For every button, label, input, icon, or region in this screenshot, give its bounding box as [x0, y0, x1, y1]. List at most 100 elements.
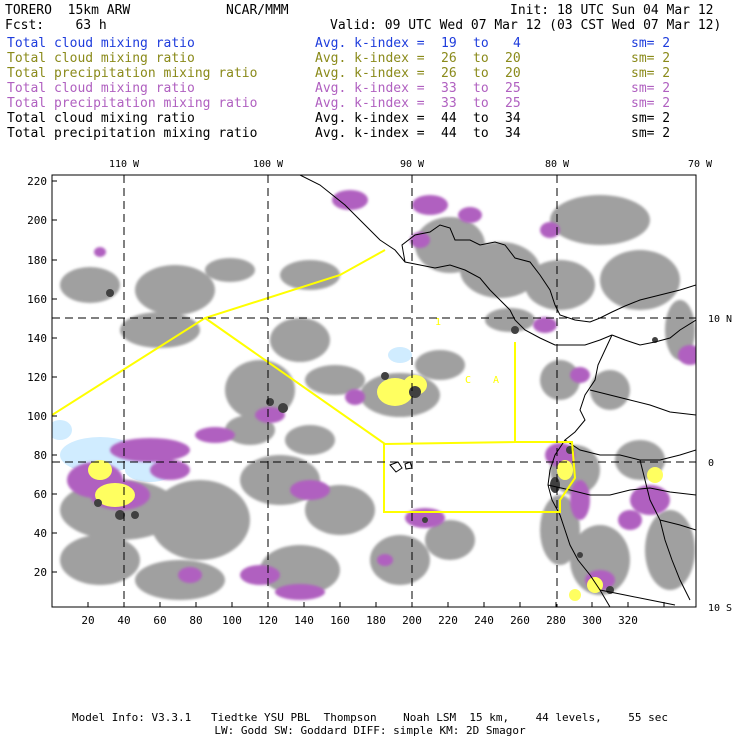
svg-text:1: 1: [435, 317, 441, 328]
x-tick-label: 240: [474, 614, 494, 627]
y-tick-label: 140: [27, 332, 47, 345]
legend-field: Total precipitation mixing ratio: [7, 126, 258, 141]
legend-to: to: [473, 66, 489, 81]
physics-info: LW: Godd SW: Goddard DIFF: simple KM: 2D…: [214, 724, 526, 737]
legend-k2: 25: [505, 81, 521, 96]
legend-avg: Avg. k-index =: [315, 111, 425, 126]
init-time: Init: 18 UTC Sun 04 Mar 12: [510, 3, 714, 18]
axis-ticks: [52, 180, 665, 607]
y-tick-label: 180: [27, 254, 47, 267]
x-tick-label: 160: [330, 614, 350, 627]
x-tick-label: 100: [222, 614, 242, 627]
y-tick-label: 200: [27, 214, 47, 227]
legend-avg: Avg. k-index =: [315, 126, 425, 141]
svg-text:C: C: [465, 375, 471, 386]
lon-labels: 110 W 100 W 90 W 80 W 70 W: [109, 159, 713, 170]
lon-label: 70 W: [688, 159, 713, 170]
legend-row: Total cloud mixing ratio Avg. k-index = …: [7, 111, 733, 126]
precip-yellow-layer: [88, 375, 663, 601]
legend-sm: sm= 2: [631, 96, 671, 111]
legend-k1: 26: [441, 66, 457, 81]
x-tick-label: 20: [81, 614, 94, 627]
legend-sm: sm= 2: [631, 66, 671, 81]
x-tick-label: 80: [189, 614, 202, 627]
legend-field: Total cloud mixing ratio: [7, 51, 195, 66]
lon-label: 110 W: [109, 159, 140, 170]
legend-avg: Avg. k-index =: [315, 81, 425, 96]
y-tick-label: 220: [27, 175, 47, 188]
legend-k2: 34: [505, 111, 521, 126]
legend-k2: 25: [505, 96, 521, 111]
legend-row: Total cloud mixing ratio Avg. k-index = …: [7, 36, 733, 51]
legend-k2: 20: [505, 51, 521, 66]
coastlines: [299, 175, 696, 607]
legend-to: to: [473, 81, 489, 96]
y-tick-label: 100: [27, 410, 47, 423]
domain-boundaries: [52, 249, 577, 513]
lat-label: 10 N: [708, 314, 732, 325]
forecast-hour: Fcst: 63 h: [5, 18, 107, 33]
legend-row: Total precipitation mixing ratio Avg. k-…: [7, 126, 733, 141]
x-tick-label: 200: [402, 614, 422, 627]
x-tick-label: 140: [294, 614, 314, 627]
svg-text:A: A: [493, 375, 499, 386]
legend-field: Total cloud mixing ratio: [7, 81, 195, 96]
legend-row: Total cloud mixing ratio Avg. k-index = …: [7, 81, 733, 96]
x-tick-label: 280: [546, 614, 566, 627]
legend-to: to: [473, 126, 489, 141]
legend-k2: 34: [505, 126, 521, 141]
x-tick-label: 300: [582, 614, 602, 627]
model-title: TORERO 15km ARW: [5, 3, 131, 18]
x-tick-label: 180: [366, 614, 386, 627]
lon-label: 80 W: [545, 159, 570, 170]
x-tick-label: 60: [153, 614, 166, 627]
domain-markers: 1 C A: [435, 317, 499, 386]
lat-lon-grid: [52, 175, 696, 607]
legend-k2: 20: [505, 66, 521, 81]
valid-time: Valid: 09 UTC Wed 07 Mar 12 (03 CST Wed …: [330, 18, 722, 33]
model-info: Model Info: V3.3.1 Tiedtke YSU PBL Thomp…: [71, 711, 669, 724]
legend-sm: sm= 2: [631, 126, 671, 141]
y-tick-label: 60: [34, 488, 47, 501]
organization: NCAR/MMM: [226, 3, 289, 18]
legend-to: to: [473, 111, 489, 126]
y-tick-label: 20: [34, 566, 47, 579]
legend-avg: Avg. k-index =: [315, 51, 425, 66]
legend-avg: Avg. k-index =: [315, 96, 425, 111]
legend-row: Total cloud mixing ratio Avg. k-index = …: [7, 51, 733, 66]
lon-label: 100 W: [253, 159, 284, 170]
map-frame: [51, 174, 697, 608]
legend-to: to: [473, 96, 489, 111]
y-tick-label: 40: [34, 527, 47, 540]
legend-row: Total precipitation mixing ratio Avg. k-…: [7, 66, 733, 81]
legend-k1: 19: [441, 36, 457, 51]
legend-sm: sm= 2: [631, 111, 671, 126]
lon-label: 90 W: [400, 159, 425, 170]
y-tick-label: 120: [27, 371, 47, 384]
x-index-labels: 20 40 60 80 100 120 140 160 180 200 220 …: [81, 614, 638, 627]
legend-to: to: [473, 51, 489, 66]
legend-k1: 33: [441, 81, 457, 96]
legend-avg: Avg. k-index =: [315, 66, 425, 81]
x-tick-label: 220: [438, 614, 458, 627]
x-tick-label: 320: [618, 614, 638, 627]
legend-k1: 26: [441, 51, 457, 66]
legend-field: Total cloud mixing ratio: [7, 36, 195, 51]
legend-k2: 4: [513, 36, 521, 51]
x-tick-label: 260: [510, 614, 530, 627]
legend-field: Total cloud mixing ratio: [7, 111, 195, 126]
legend-sm: sm= 2: [631, 81, 671, 96]
legend-field: Total precipitation mixing ratio: [7, 96, 258, 111]
x-tick-label: 120: [258, 614, 278, 627]
legend-sm: sm= 2: [631, 36, 671, 51]
y-index-labels: 220 200 180 160 140 120 100 80 60 40 20: [27, 175, 47, 579]
legend-to: to: [473, 36, 489, 51]
convective-cores: [94, 289, 658, 594]
legend-sm: sm= 2: [631, 51, 671, 66]
legend-k1: 33: [441, 96, 457, 111]
lat-labels: 10 N 0 10 S: [708, 314, 732, 614]
legend-k1: 44: [441, 126, 457, 141]
y-tick-label: 80: [34, 449, 47, 462]
lat-label: 10 S: [708, 603, 732, 614]
